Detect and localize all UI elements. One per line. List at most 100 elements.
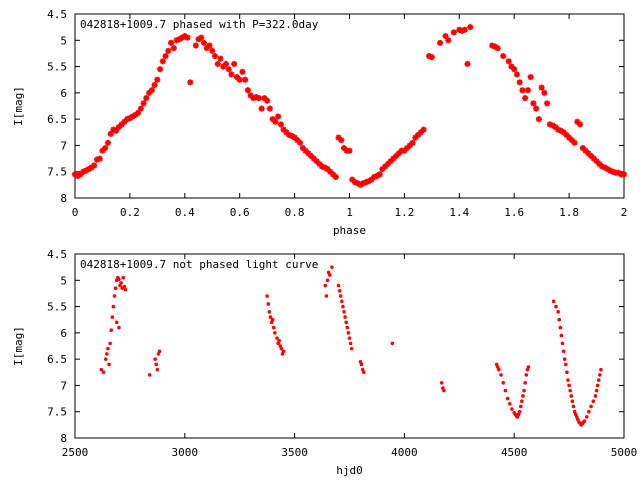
data-point: [519, 87, 526, 94]
x-tick-label: 1.6: [504, 206, 524, 219]
data-point: [184, 34, 191, 41]
data-point: [340, 299, 344, 304]
data-point: [565, 370, 569, 375]
data-point: [113, 127, 120, 134]
data-point: [113, 286, 118, 290]
data-point: [566, 378, 570, 382]
data-point: [621, 171, 627, 178]
data-point: [518, 404, 523, 409]
data-point: [593, 394, 598, 398]
y-tick-label: 8: [60, 432, 67, 445]
data-point: [562, 357, 567, 361]
data-point: [135, 109, 142, 116]
data-point: [428, 54, 435, 61]
data-point: [143, 95, 150, 102]
data-point: [107, 130, 114, 137]
data-point: [338, 294, 343, 298]
data-point: [239, 68, 246, 75]
y-tick-label: 6: [60, 87, 67, 100]
data-point: [450, 29, 457, 36]
data-point: [137, 105, 144, 112]
data-point: [345, 325, 350, 330]
data-point: [442, 33, 449, 40]
data-point: [336, 283, 341, 288]
x-axis-title: phase: [333, 224, 366, 237]
data-point: [244, 87, 251, 94]
data-point: [538, 84, 545, 91]
data-point: [151, 81, 158, 88]
data-point: [409, 139, 416, 146]
y-tick-label: 5: [60, 34, 67, 47]
data-point: [242, 76, 249, 83]
data-point: [96, 155, 103, 162]
data-point: [337, 289, 342, 293]
data-point: [122, 284, 127, 289]
data-point: [198, 34, 205, 41]
y-tick-label: 8: [60, 192, 67, 205]
data-point: [522, 95, 529, 102]
data-point: [103, 357, 108, 361]
data-point: [461, 26, 468, 33]
panel-title: 042818+1009.7 not phased light curve: [80, 258, 318, 271]
data-point: [170, 45, 177, 52]
data-point: [511, 66, 518, 73]
data-point: [390, 341, 395, 346]
data-point: [102, 145, 109, 152]
data-point: [505, 58, 512, 65]
y-tick-label: 6.5: [47, 113, 67, 126]
data-point: [101, 370, 106, 375]
data-point: [594, 388, 599, 393]
data-point: [561, 349, 566, 354]
data-point: [568, 388, 572, 393]
unphased-light-curve-panel: 2500 3000 3500 4000 4500 5000 4.5 5 5.5 6 6.5 7 7.5 8…: [12, 248, 637, 477]
data-point: [522, 388, 526, 393]
data-point: [556, 310, 560, 314]
x-tick-label: 0.8: [285, 206, 305, 219]
data-point: [236, 76, 243, 83]
data-point: [104, 139, 111, 146]
data-point: [267, 310, 272, 314]
data-point: [281, 349, 286, 354]
data-point: [211, 53, 218, 60]
data-point: [206, 42, 213, 49]
data-point: [439, 381, 444, 385]
data-point: [567, 383, 571, 388]
data-point: [464, 60, 471, 67]
data-point: [582, 419, 587, 423]
data-point: [445, 37, 452, 44]
data-point: [117, 325, 121, 330]
data-point: [577, 121, 584, 128]
data-point: [501, 381, 506, 385]
data-point: [266, 302, 271, 306]
data-point: [467, 24, 474, 31]
data-point: [275, 113, 282, 120]
data-point: [521, 394, 525, 398]
data-point: [217, 55, 224, 62]
data-point: [154, 76, 161, 83]
x-tick-label: 1.2: [394, 206, 414, 219]
data-point: [99, 367, 104, 372]
data-point: [168, 39, 175, 46]
data-point: [255, 95, 262, 102]
x-tick-label: 3500: [281, 446, 308, 459]
x-tick-label: 1.4: [449, 206, 469, 219]
data-point: [108, 341, 112, 346]
data-point: [270, 317, 275, 322]
data-point: [513, 71, 520, 78]
data-point: [530, 100, 537, 107]
data-point: [516, 79, 523, 86]
data-point: [347, 336, 352, 340]
data-point: [341, 304, 345, 309]
data-point: [348, 341, 353, 346]
data-point: [109, 328, 114, 333]
y-tick-label: 7: [60, 139, 67, 152]
x-tick-label: 4000: [391, 446, 418, 459]
data-point: [494, 45, 501, 52]
data-point: [571, 404, 576, 409]
y-tick-label: 6.5: [47, 353, 67, 366]
data-point: [323, 283, 328, 288]
data-point: [584, 415, 589, 419]
data-point: [324, 294, 329, 298]
data-point: [384, 160, 391, 167]
x-tick-label: 0.6: [230, 206, 250, 219]
